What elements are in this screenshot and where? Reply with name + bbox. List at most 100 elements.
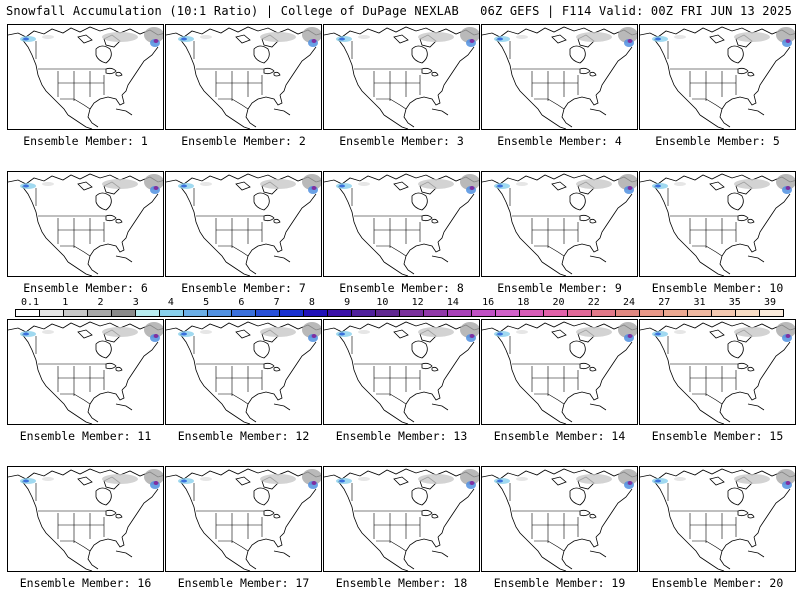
ensemble-member-label: Ensemble Member: 7 bbox=[181, 281, 306, 295]
ensemble-member-label: Ensemble Member: 12 bbox=[177, 429, 310, 443]
north-america-map bbox=[8, 321, 163, 424]
north-america-map bbox=[482, 173, 637, 276]
ensemble-member-label: Ensemble Member: 6 bbox=[23, 281, 148, 295]
colorbar-swatch bbox=[472, 310, 496, 316]
ensemble-member-label: Ensemble Member: 5 bbox=[655, 134, 780, 148]
north-america-map bbox=[482, 321, 637, 424]
north-america-map bbox=[324, 173, 479, 276]
colorbar-tick-label: 35 bbox=[728, 297, 741, 308]
north-america-map bbox=[640, 468, 795, 571]
north-america-map bbox=[324, 321, 479, 424]
colorbar-swatch bbox=[16, 310, 40, 316]
north-america-map bbox=[166, 173, 321, 276]
north-america-map bbox=[640, 321, 795, 424]
colorbar-tick-label: 18 bbox=[517, 297, 530, 308]
ensemble-map-4 bbox=[481, 24, 638, 130]
ensemble-map-2 bbox=[165, 24, 322, 130]
ensemble-map-5 bbox=[639, 24, 796, 130]
north-america-map bbox=[640, 173, 795, 276]
ensemble-member-label: Ensemble Member: 1 bbox=[23, 134, 148, 148]
chart-title: Snowfall Accumulation (10:1 Ratio) | Col… bbox=[6, 4, 459, 18]
ensemble-map-20 bbox=[639, 466, 796, 572]
colorbar-swatch bbox=[40, 310, 64, 316]
colorbar-tick-label: 2 bbox=[97, 297, 104, 308]
colorbar-tick-label: 9 bbox=[344, 297, 351, 308]
north-america-map bbox=[640, 26, 795, 129]
colorbar-swatch bbox=[760, 310, 783, 316]
colorbar-tick-label: 0.1 bbox=[20, 297, 40, 308]
colorbar-swatch bbox=[232, 310, 256, 316]
ensemble-map-15 bbox=[639, 319, 796, 425]
colorbar-tick-label: 14 bbox=[446, 297, 459, 308]
ensemble-member-label: Ensemble Member: 4 bbox=[497, 134, 622, 148]
colorbar-swatch bbox=[208, 310, 232, 316]
north-america-map bbox=[166, 26, 321, 129]
colorbar-swatch bbox=[496, 310, 520, 316]
colorbar-swatch bbox=[640, 310, 664, 316]
colorbar-swatch bbox=[712, 310, 736, 316]
colorbar-swatch bbox=[280, 310, 304, 316]
north-america-map bbox=[8, 26, 163, 129]
ensemble-member-label: Ensemble Member: 10 bbox=[651, 281, 784, 295]
ensemble-map-16 bbox=[7, 466, 164, 572]
north-america-map bbox=[8, 468, 163, 571]
colorbar-tick-label: 5 bbox=[203, 297, 210, 308]
colorbar-swatch bbox=[256, 310, 280, 316]
colorbar-swatch bbox=[448, 310, 472, 316]
ensemble-member-label: Ensemble Member: 8 bbox=[339, 281, 464, 295]
ensemble-map-6 bbox=[7, 171, 164, 277]
colorbar-swatch bbox=[112, 310, 136, 316]
north-america-map bbox=[8, 173, 163, 276]
north-america-map bbox=[324, 468, 479, 571]
colorbar-swatch bbox=[616, 310, 640, 316]
colorbar-swatch bbox=[688, 310, 712, 316]
ensemble-member-label: Ensemble Member: 11 bbox=[19, 429, 152, 443]
ensemble-map-13 bbox=[323, 319, 480, 425]
colorbar-swatch bbox=[88, 310, 112, 316]
north-america-map bbox=[482, 468, 637, 571]
ensemble-map-7 bbox=[165, 171, 322, 277]
colorbar-swatch bbox=[160, 310, 184, 316]
ensemble-member-label: Ensemble Member: 15 bbox=[651, 429, 784, 443]
ensemble-map-18 bbox=[323, 466, 480, 572]
ensemble-map-17 bbox=[165, 466, 322, 572]
ensemble-map-1 bbox=[7, 24, 164, 130]
ensemble-map-12 bbox=[165, 319, 322, 425]
colorbar-swatch bbox=[184, 310, 208, 316]
colorbar-swatch bbox=[736, 310, 760, 316]
ensemble-member-label: Ensemble Member: 18 bbox=[335, 576, 468, 590]
ensemble-map-8 bbox=[323, 171, 480, 277]
ensemble-member-label: Ensemble Member: 3 bbox=[339, 134, 464, 148]
ensemble-member-label: Ensemble Member: 9 bbox=[497, 281, 622, 295]
colorbar-tick-label: 6 bbox=[238, 297, 245, 308]
colorbar-tick-label: 27 bbox=[658, 297, 671, 308]
run-valid-time: 06Z GEFS | F114 Valid: 00Z FRI JUN 13 20… bbox=[480, 4, 792, 18]
ensemble-member-label: Ensemble Member: 2 bbox=[181, 134, 306, 148]
colorbar-tick-label: 24 bbox=[623, 297, 636, 308]
ensemble-map-3 bbox=[323, 24, 480, 130]
ensemble-member-label: Ensemble Member: 13 bbox=[335, 429, 468, 443]
colorbar-swatch bbox=[352, 310, 376, 316]
ensemble-member-label: Ensemble Member: 20 bbox=[651, 576, 784, 590]
ensemble-member-label: Ensemble Member: 14 bbox=[493, 429, 626, 443]
colorbar-tick-labels: 0.1 1 2 3 4 5 6 7 8 9 10 12 14 16 18 20 22 24 27 31 35 39 bbox=[15, 297, 784, 308]
colorbar-tick-label: 1 bbox=[62, 297, 69, 308]
north-america-map bbox=[482, 26, 637, 129]
colorbar-tick-label: 8 bbox=[308, 297, 315, 308]
colorbar-swatch bbox=[304, 310, 328, 316]
north-america-map bbox=[324, 26, 479, 129]
ensemble-map-9 bbox=[481, 171, 638, 277]
colorbar-swatch bbox=[400, 310, 424, 316]
colorbar-swatch bbox=[64, 310, 88, 316]
colorbar-swatch bbox=[664, 310, 688, 316]
colorbar-tick-label: 10 bbox=[376, 297, 389, 308]
ensemble-member-label: Ensemble Member: 16 bbox=[19, 576, 152, 590]
colorbar-tick-label: 31 bbox=[693, 297, 706, 308]
colorbar-swatch bbox=[328, 310, 352, 316]
colorbar-swatch bbox=[376, 310, 400, 316]
ensemble-member-label: Ensemble Member: 19 bbox=[493, 576, 626, 590]
colorbar-tick-label: 16 bbox=[482, 297, 495, 308]
ensemble-map-10 bbox=[639, 171, 796, 277]
colorbar-swatch bbox=[568, 310, 592, 316]
ensemble-map-14 bbox=[481, 319, 638, 425]
